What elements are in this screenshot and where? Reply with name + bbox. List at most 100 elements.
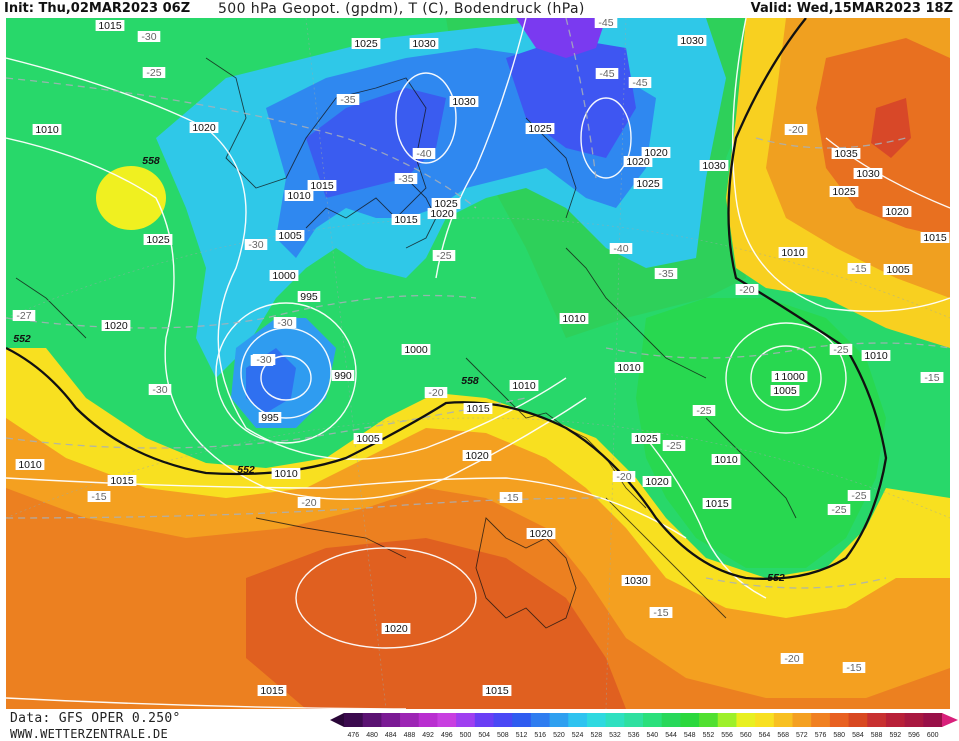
pressure-label: 1015	[463, 403, 493, 415]
pressure-label: 1015	[920, 232, 950, 244]
svg-text:-45: -45	[599, 68, 614, 80]
pressure-label: 1010	[778, 247, 808, 259]
temperature-label: -40	[412, 148, 436, 160]
colorbar-swatch	[699, 713, 719, 727]
colorbar-tick-label: 588	[871, 732, 883, 739]
svg-text:1035: 1035	[834, 148, 858, 160]
isotherms	[6, 18, 950, 589]
colorbar-swatch	[586, 713, 607, 727]
pressure-label: 1020	[189, 122, 219, 134]
field-blue-deep	[306, 88, 446, 198]
pressure-label: 1020	[462, 450, 492, 462]
pressure-label: 1010	[861, 350, 891, 362]
svg-text:-20: -20	[788, 124, 803, 136]
svg-text:-15: -15	[846, 662, 861, 674]
pressure-label: 1020	[526, 528, 556, 540]
coastlines	[15, 57, 797, 629]
svg-text:1020: 1020	[430, 208, 454, 220]
temperature-label: -25	[827, 504, 851, 516]
svg-text:1020: 1020	[104, 320, 128, 332]
svg-text:1015: 1015	[923, 232, 947, 244]
pressure-label: 1030	[449, 96, 479, 108]
colorbar-tick-label: 600	[927, 732, 939, 739]
temperature-label: -35	[394, 173, 418, 185]
colorbar-swatch	[773, 713, 793, 727]
geopotential-contours	[6, 18, 888, 580]
pressure-label: 1015	[107, 475, 137, 487]
svg-text:1025: 1025	[634, 433, 658, 445]
pressure-label: 1035	[831, 148, 861, 160]
temperature-label: -15	[842, 662, 866, 674]
temperature-label: -20	[780, 653, 804, 665]
pressure-label: 1000	[269, 270, 299, 282]
colorbar-tick-label: 520	[553, 732, 565, 739]
pressure-label: 1020	[101, 320, 131, 332]
colorbar-tick-label: 584	[852, 732, 864, 739]
pressure-label: 1010	[509, 380, 539, 392]
svg-text:-30: -30	[277, 317, 292, 329]
svg-text:-25: -25	[833, 344, 848, 356]
temperature-label: -45	[594, 18, 618, 29]
svg-text:558: 558	[142, 155, 160, 167]
colorbar-swatch	[717, 713, 737, 727]
temperature-label: -20	[424, 387, 448, 399]
svg-text:-30: -30	[256, 354, 271, 366]
svg-text:1025: 1025	[636, 178, 660, 190]
svg-text:-15: -15	[653, 607, 668, 619]
svg-text:1025: 1025	[528, 123, 552, 135]
temperature-label: -35	[336, 94, 360, 106]
svg-text:1010: 1010	[18, 459, 42, 471]
svg-text:1000: 1000	[404, 344, 428, 356]
svg-text:-25: -25	[831, 504, 846, 516]
temperature-label: -30	[148, 384, 172, 396]
pressure-label: 1020	[381, 623, 411, 635]
colorbar-tick-label: 564	[759, 732, 771, 739]
pressure-label: 1025	[431, 198, 461, 210]
temperature-label: -45	[595, 68, 619, 80]
svg-text:-45: -45	[598, 18, 613, 29]
svg-text:1010: 1010	[864, 350, 888, 362]
pressure-label: 1025	[829, 186, 859, 198]
colorbar-tick-label: 548	[684, 732, 696, 739]
temperature-label: -27	[12, 310, 36, 322]
svg-text:1010: 1010	[287, 190, 311, 202]
pressure-label: 1015	[702, 498, 732, 510]
colorbar-swatch	[680, 713, 700, 727]
svg-text:995: 995	[300, 291, 318, 303]
colorbar-tick-label: 504	[478, 732, 490, 739]
pressure-label: 1010	[559, 313, 589, 325]
svg-text:-35: -35	[398, 173, 413, 185]
geopotential-label: 552	[237, 464, 255, 476]
svg-text:1020: 1020	[645, 476, 669, 488]
colorbar-tick-label: 476	[348, 732, 360, 739]
colorbar-tick-label: 500	[460, 732, 472, 739]
colorbar-swatch	[568, 713, 588, 727]
pressure-label: 1000	[401, 344, 431, 356]
svg-text:1010: 1010	[35, 124, 59, 136]
colorbar-swatch	[456, 713, 476, 727]
field-orange-deep	[246, 538, 626, 709]
pressure-label: 1020	[882, 206, 912, 218]
geopotential-label: 558	[142, 155, 160, 167]
svg-text:1000: 1000	[272, 270, 296, 282]
colorbar-swatch	[885, 713, 906, 727]
pressure-label: 995	[258, 412, 282, 424]
pressure-label: 995	[297, 291, 321, 303]
svg-text:1000: 1000	[781, 371, 805, 383]
temperature-label: -30	[244, 239, 268, 251]
colorbar-tick-label: 536	[628, 732, 640, 739]
colorbar-swatch	[661, 713, 681, 727]
pressure-label: 1005	[353, 433, 383, 445]
svg-text:552: 552	[237, 464, 255, 476]
svg-text:-20: -20	[784, 653, 799, 665]
colorbar-tick-label: 496	[441, 732, 453, 739]
colorbar-swatch	[848, 713, 868, 727]
svg-text:1020: 1020	[384, 623, 408, 635]
pressure-label: 1015	[391, 214, 421, 226]
temperature-label: -25	[662, 440, 686, 452]
svg-text:558: 558	[461, 375, 479, 387]
svg-text:552: 552	[13, 333, 31, 345]
colorbar-tick-label: 532	[609, 732, 621, 739]
svg-text:1020: 1020	[885, 206, 909, 218]
